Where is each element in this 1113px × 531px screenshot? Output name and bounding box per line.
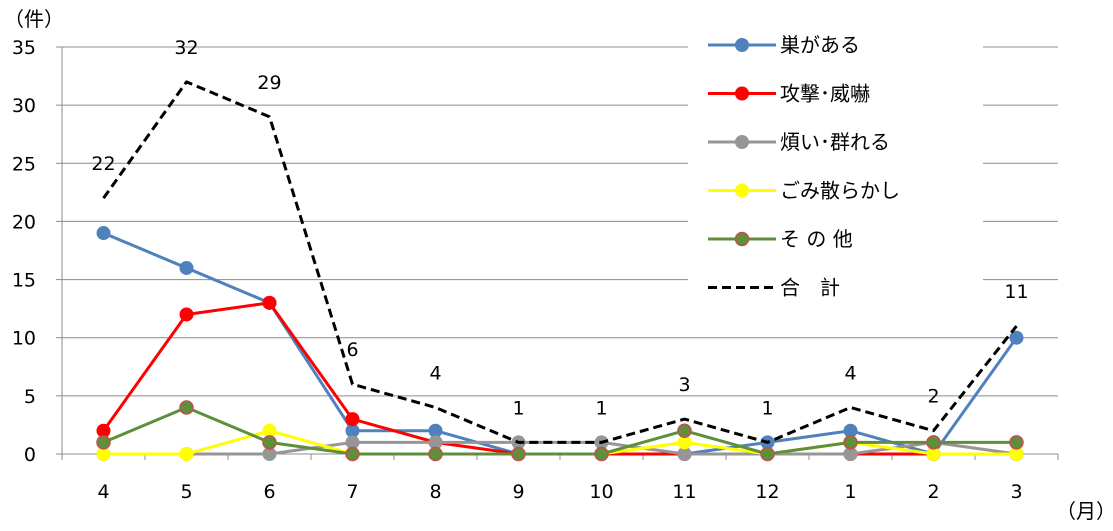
gridlines — [62, 46, 1058, 397]
data-label: 1 — [595, 397, 607, 419]
data-point — [511, 446, 526, 462]
data-point — [760, 446, 775, 462]
x-tick-label: 2 — [927, 481, 939, 503]
y-tick-label: 0 — [24, 444, 36, 466]
y-tick-label: 5 — [24, 386, 36, 408]
data-point — [1009, 330, 1024, 345]
data-label: 6 — [346, 339, 358, 361]
data-label: 1 — [512, 397, 524, 419]
legend-marker — [735, 38, 749, 52]
data-label: 4 — [844, 362, 856, 384]
legend-entry: そ の 他 — [780, 227, 853, 251]
series-line — [102, 80, 1018, 444]
data-point — [262, 435, 277, 450]
y-tick-label: 25 — [12, 153, 36, 175]
data-label: 29 — [257, 72, 281, 94]
x-unit-label: （月） — [1056, 499, 1113, 523]
data-label: 2 — [927, 386, 939, 408]
x-tick-label: 1 — [844, 481, 856, 503]
data-label: 3 — [678, 374, 690, 396]
y-tick-label: 30 — [12, 95, 36, 117]
y-tick-label: 15 — [12, 270, 36, 292]
data-point — [179, 307, 194, 322]
series-group — [96, 80, 1024, 462]
legend-marker — [735, 183, 749, 198]
legend-entry: 攻撃･威嚇 — [780, 82, 870, 106]
legend-marker — [734, 231, 750, 247]
data-point — [926, 435, 941, 450]
data-label: 32 — [174, 37, 198, 59]
data-point — [677, 447, 692, 461]
data-point — [345, 446, 360, 462]
x-tick-label: 5 — [180, 481, 192, 503]
legend-entry: 煩い･群れる — [780, 130, 890, 154]
data-point — [96, 226, 111, 241]
data-point — [345, 423, 360, 438]
data-point — [179, 400, 194, 415]
data-point — [345, 412, 360, 427]
data-point — [428, 446, 443, 462]
x-tick-label: 3 — [1010, 481, 1022, 503]
x-tick-label: 8 — [429, 481, 441, 503]
x-tick-label: 4 — [97, 481, 109, 503]
data-point — [594, 446, 609, 462]
series-line — [102, 405, 1017, 456]
data-point — [262, 295, 277, 310]
y-tick-label: 35 — [12, 37, 36, 59]
y-tick-label: 10 — [12, 328, 36, 350]
data-point — [843, 435, 858, 450]
legend-marker — [735, 86, 749, 101]
data-label: 4 — [429, 362, 441, 384]
x-tick-label: 10 — [589, 481, 613, 503]
x-tick-label: 9 — [512, 481, 524, 503]
x-tick-label: 6 — [263, 481, 275, 503]
y-tick-label: 20 — [12, 211, 36, 233]
legend-entry: ごみ散らかし — [780, 179, 900, 203]
series-line — [103, 440, 1017, 456]
data-label: 11 — [1004, 281, 1028, 303]
data-point — [179, 447, 194, 461]
data-point — [1009, 435, 1024, 450]
data-point — [96, 435, 111, 450]
x-tick-label: 12 — [755, 481, 779, 503]
data-label: 1 — [761, 397, 773, 419]
data-label: 22 — [91, 153, 115, 175]
data-point — [428, 423, 443, 438]
legend-entry: 巣がある — [780, 33, 860, 57]
legend-background — [688, 23, 983, 318]
x-tick-label: 11 — [672, 481, 696, 503]
legend-marker — [735, 135, 749, 149]
data-point — [179, 260, 194, 275]
legend-entry: 合 計 — [780, 276, 840, 300]
data-point — [677, 423, 692, 438]
x-tick-label: 7 — [346, 481, 358, 503]
y-unit-label: （件） — [4, 7, 64, 31]
